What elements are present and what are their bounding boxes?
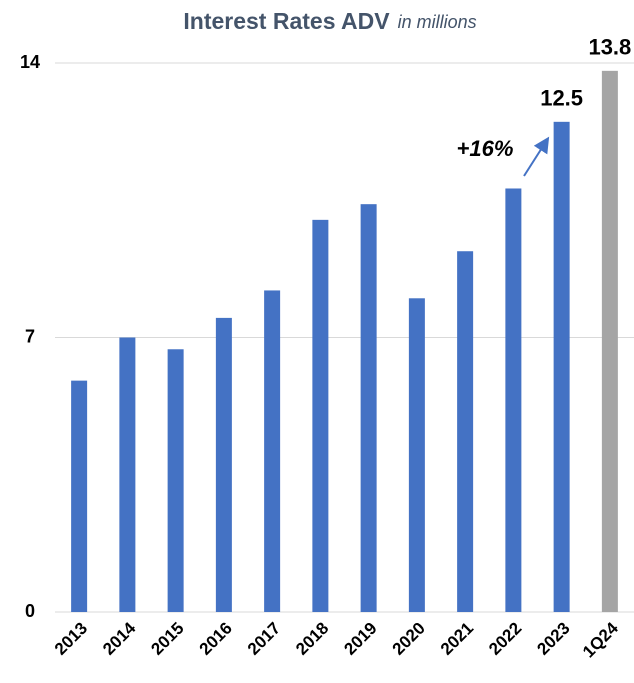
chart-heading: Interest Rates ADV in millions: [183, 8, 476, 34]
annotation-arrow: [523, 136, 550, 177]
bar: [553, 121, 570, 613]
bar: [505, 188, 522, 612]
bar: [119, 337, 136, 612]
chart-subtitle: in millions: [398, 12, 477, 32]
chart-title: Interest Rates ADV: [183, 8, 390, 34]
x-tick-label: 2021: [437, 619, 477, 659]
x-tick-label: 2017: [244, 619, 284, 659]
bar: [360, 204, 377, 612]
value-label: 13.8: [588, 35, 631, 60]
x-tick-label: 2016: [196, 619, 236, 659]
x-tick-label: 2018: [292, 619, 332, 659]
y-tick-label: 0: [25, 601, 35, 621]
x-tick-label: 2013: [51, 619, 91, 659]
bar: [312, 219, 329, 612]
x-tick-label: 2014: [99, 618, 140, 659]
y-tick-label: 7: [25, 326, 35, 346]
x-tick-label: 2022: [485, 619, 525, 659]
x-tick-label: 2019: [340, 619, 380, 659]
bar: [457, 251, 474, 612]
bar: [601, 70, 618, 613]
bar: [264, 290, 281, 612]
value-label: 12.5: [540, 86, 583, 111]
annotation: +16%: [457, 136, 514, 161]
x-tick-label: 1Q24: [579, 618, 622, 661]
bar: [215, 317, 232, 612]
y-tick-label: 14: [20, 52, 40, 72]
x-tick-label: 2020: [389, 619, 429, 659]
bar: [167, 349, 184, 612]
bar: [71, 380, 88, 612]
x-tick-label: 2015: [147, 619, 187, 659]
bar: [408, 298, 425, 612]
x-tick-label: 2023: [533, 619, 573, 659]
